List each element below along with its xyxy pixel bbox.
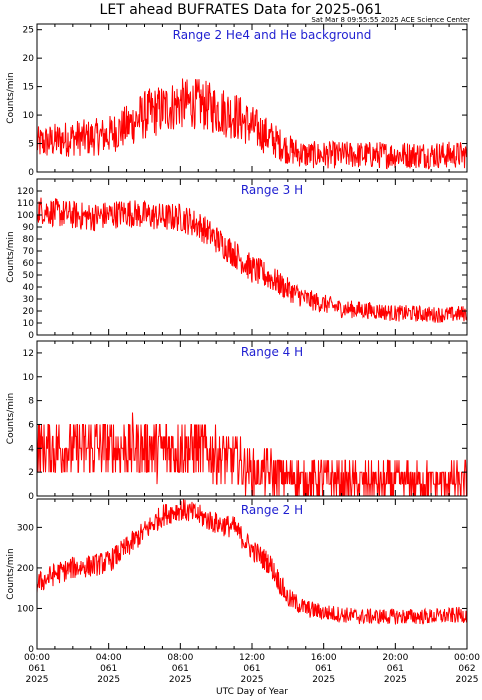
y-tick-label: 30 xyxy=(23,295,35,305)
x-tick-label-line: 061 xyxy=(315,664,332,674)
x-tick-label-line: 2025 xyxy=(312,675,335,685)
y-axis-label: Counts/min xyxy=(6,72,16,123)
y-tick-label: 0 xyxy=(28,168,34,178)
y-tick-label: 6 xyxy=(28,420,34,430)
y-tick-label: 0 xyxy=(28,645,34,655)
panel-label: Range 2 H xyxy=(241,503,303,517)
y-tick-label: 20 xyxy=(23,54,35,64)
x-tick-label-line: 061 xyxy=(243,664,260,674)
y-tick-label: 200 xyxy=(17,564,34,574)
y-tick-label: 10 xyxy=(23,373,35,383)
y-tick-label: 60 xyxy=(23,259,35,269)
x-tick-label-line: 2025 xyxy=(97,675,120,685)
plot-frame xyxy=(36,498,468,650)
x-tick-label-line: 2025 xyxy=(169,675,192,685)
panel-4: 0 100 200 300 Counts/min Range 2 H xyxy=(6,498,468,655)
y-tick-label: 110 xyxy=(17,199,34,209)
x-tick-label-line: 2025 xyxy=(26,675,49,685)
x-tick-label-line: 16:00 xyxy=(311,653,337,663)
y-tick-label: 100 xyxy=(17,211,34,221)
y-tick-label: 10 xyxy=(23,111,35,121)
y-axis-label: Counts/min xyxy=(6,393,16,444)
x-tick-label-line: 00:00 xyxy=(454,653,480,663)
y-tick-label: 8 xyxy=(28,397,34,407)
y-axis-label: Counts/min xyxy=(6,548,16,599)
y-tick-label: 25 xyxy=(23,26,34,36)
x-tick-label-line: 2025 xyxy=(456,675,479,685)
panel-label: Range 2 He4 and He background xyxy=(173,28,372,42)
x-axis: 00:00061202504:00061202508:00061202512:0… xyxy=(24,653,480,685)
x-tick-label-line: 061 xyxy=(172,664,189,674)
panel-1: 0 5 10 15 20 25 Counts/min Range 2 He4 and He b… xyxy=(6,23,468,178)
series-line xyxy=(37,78,467,170)
y-tick-label: 90 xyxy=(23,223,35,233)
y-tick-label: 70 xyxy=(23,247,35,257)
x-axis-label: UTC Day of Year xyxy=(216,687,288,697)
x-tick-label-line: 061 xyxy=(387,664,404,674)
y-axis-label: Counts/min xyxy=(6,231,16,282)
x-tick-label-line: 20:00 xyxy=(382,653,408,663)
chart-title: LET ahead BUFRATES Data for 2025-061 xyxy=(100,2,383,18)
y-tick-label: 120 xyxy=(17,187,34,197)
panel-3: 0 2 4 6 8 10 12 Counts/min Range 4 H xyxy=(6,340,468,502)
panel-label: Range 4 H xyxy=(241,345,303,359)
y-tick-label: 5 xyxy=(28,140,34,150)
x-tick-label-line: 04:00 xyxy=(96,653,122,663)
x-tick-label-line: 062 xyxy=(458,664,475,674)
y-tick-label: 40 xyxy=(23,283,35,293)
x-tick-label-line: 12:00 xyxy=(239,653,265,663)
timestamp: Sat Mar 8 09:55:55 2025 ACE Science Cent… xyxy=(311,16,470,24)
y-tick-label: 2 xyxy=(28,468,34,478)
panel-2: 0 10 20 30 40 50 60 70 80 90 100 110 120 Counts/min Ra… xyxy=(6,178,468,341)
x-tick-label-line: 2025 xyxy=(384,675,407,685)
x-tick-label-line: 00:00 xyxy=(24,653,50,663)
x-tick-label-line: 2025 xyxy=(241,675,264,685)
x-tick-label-line: 061 xyxy=(28,664,45,674)
x-tick-label-line: 08:00 xyxy=(167,653,193,663)
panel-label: Range 3 H xyxy=(241,183,303,197)
y-tick-label: 4 xyxy=(28,444,34,454)
y-tick-label: 100 xyxy=(17,604,34,614)
series-line xyxy=(37,412,467,496)
y-tick-label: 12 xyxy=(23,349,34,359)
x-tick-label-line: 061 xyxy=(100,664,117,674)
y-tick-label: 0 xyxy=(28,492,34,502)
y-tick-label: 0 xyxy=(28,331,34,341)
y-tick-label: 300 xyxy=(17,523,34,533)
series-line xyxy=(37,197,467,323)
y-tick-label: 50 xyxy=(23,271,35,281)
y-tick-label: 10 xyxy=(23,319,35,329)
y-tick-label: 15 xyxy=(23,83,34,93)
y-tick-label: 20 xyxy=(23,307,35,317)
series-line xyxy=(37,499,467,625)
y-tick-label: 80 xyxy=(23,235,35,245)
